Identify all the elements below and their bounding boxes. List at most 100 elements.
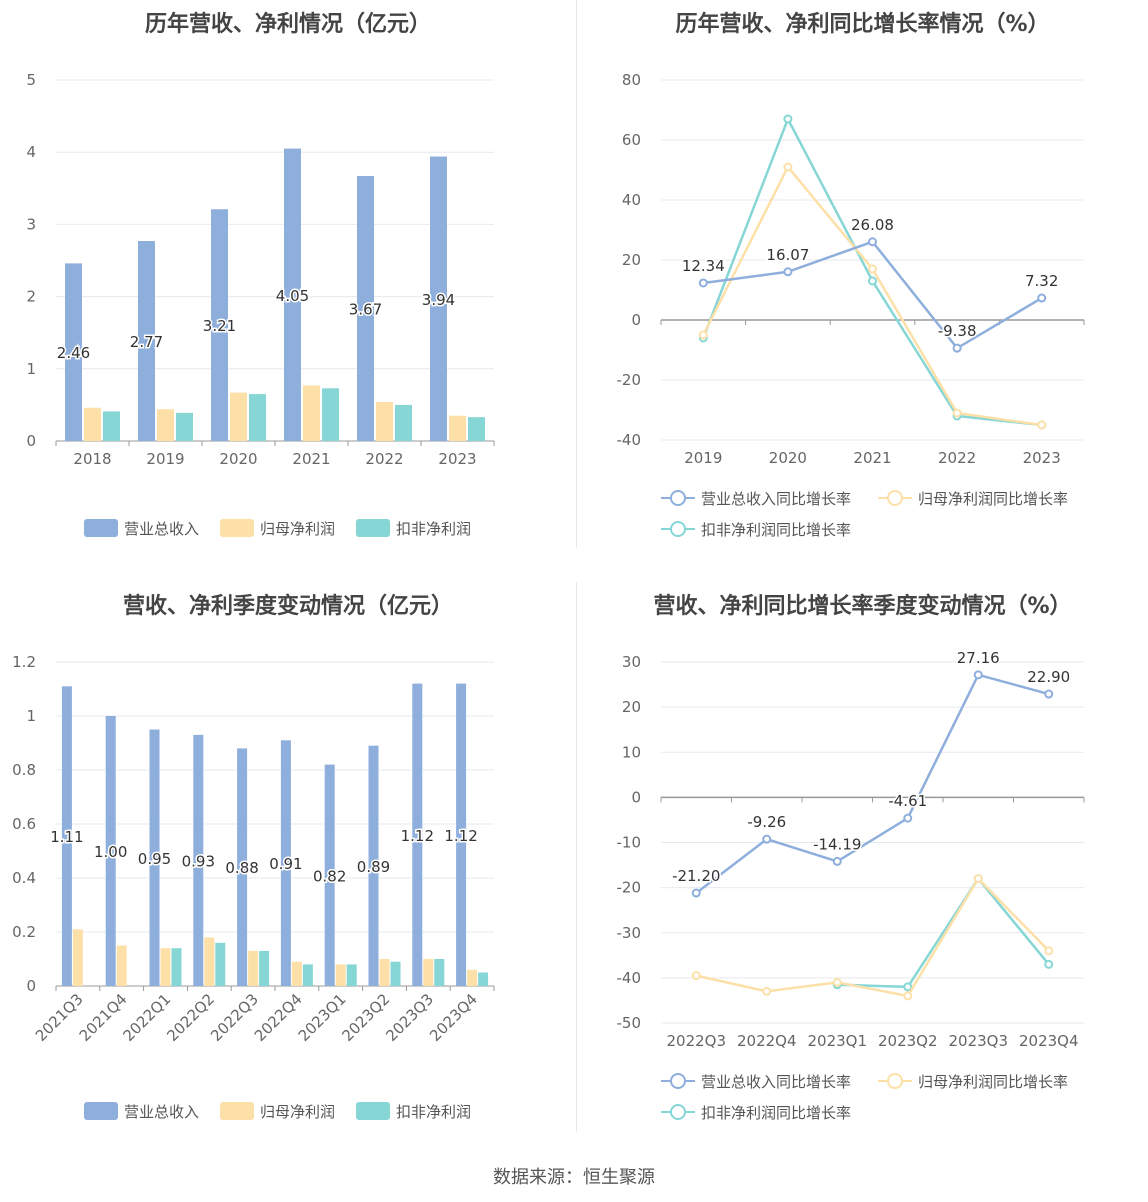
y-tick-label: -30 <box>617 924 642 942</box>
quarterly-growth-panel: 营收、净利同比增长率季度变动情况（%） -50 -40 -30 -20 -10 0 10 20… <box>577 578 1148 1148</box>
legend-label: 扣非净利润 <box>396 520 471 538</box>
data-label: 12.34 <box>682 257 725 275</box>
chart-title: 历年营收、净利同比增长率情况（%） <box>675 12 1050 37</box>
data-point <box>903 982 913 992</box>
data-label: 3.67 <box>349 301 382 319</box>
x-tick-label: 2023Q4 <box>1019 1032 1079 1050</box>
y-tick-label: 5 <box>26 71 36 89</box>
y-tick-label: 1 <box>26 707 36 725</box>
data-point <box>1044 689 1054 699</box>
data-point <box>698 330 708 340</box>
bar <box>249 394 266 441</box>
data-label: 22.90 <box>1027 668 1070 686</box>
annual-growth-panel: 历年营收、净利同比增长率情况（%） -40 -20 0 20 40 60 80 2019 202… <box>577 0 1148 560</box>
y-tick-label: 1 <box>26 360 36 378</box>
legend-swatch <box>356 519 390 537</box>
bar <box>215 942 226 986</box>
data-label: -9.38 <box>938 322 977 340</box>
data-point <box>1037 420 1047 430</box>
bar <box>303 385 320 441</box>
divider-top <box>576 0 577 548</box>
bar <box>116 945 127 986</box>
bar <box>376 402 393 441</box>
y-tick-label: -10 <box>617 834 642 852</box>
y-tick-label: 4 <box>26 143 36 161</box>
x-tick-label: 2023 <box>1023 449 1061 467</box>
data-label: -14.19 <box>813 835 861 853</box>
annual-growth-line-chart: -40 -20 0 20 40 60 80 2019 2020 2021 2022 2023 12.34… <box>617 71 1085 539</box>
series-line <box>695 876 1050 998</box>
legend-swatch <box>220 519 254 537</box>
data-point <box>952 408 962 418</box>
data-point <box>691 888 701 898</box>
legend-label: 归母净利润同比增长率 <box>918 1073 1068 1091</box>
x-tick-label: 2019 <box>684 449 722 467</box>
data-point <box>783 162 793 172</box>
bar <box>379 959 390 986</box>
bar <box>357 176 374 441</box>
chart-title: 营收、净利季度变动情况（亿元） <box>122 594 453 619</box>
quarterly-bar-chart: 0 0.2 0.4 0.6 0.8 1 1.2 2021Q3 1.11 2021Q4 1.00 202… <box>12 653 495 1121</box>
chart-title: 营收、净利同比增长率季度变动情况（%） <box>653 594 1072 619</box>
x-tick-label: 2021Q3 <box>32 990 87 1045</box>
data-point <box>868 264 877 274</box>
data-point <box>762 986 772 996</box>
legend-swatch <box>220 1102 254 1120</box>
legend-label: 营业总收入 <box>124 1103 199 1121</box>
bar <box>259 950 270 986</box>
bar <box>157 409 174 441</box>
x-tick-label: 2023Q4 <box>426 990 481 1045</box>
legend-swatch <box>356 1102 390 1120</box>
bar <box>291 961 302 986</box>
data-point <box>903 813 913 823</box>
x-tick-label: 2021 <box>853 449 891 467</box>
x-tick-label: 2022 <box>938 449 976 467</box>
y-tick-label: 20 <box>622 698 641 716</box>
data-label: 7.32 <box>1025 272 1058 290</box>
x-tick-label: 2019 <box>146 450 184 468</box>
data-label: 16.07 <box>766 246 809 264</box>
divider-bottom <box>576 582 577 1132</box>
legend-label: 营业总收入 <box>124 520 199 538</box>
bar <box>456 683 467 986</box>
bar <box>468 417 485 441</box>
y-tick-label: 10 <box>622 743 641 761</box>
data-point <box>952 343 962 353</box>
bar <box>390 961 401 986</box>
y-tick-label: 0 <box>26 977 36 995</box>
legend-marker <box>670 1073 686 1089</box>
data-label: 1.12 <box>444 827 477 845</box>
bar <box>237 748 248 986</box>
bar <box>335 964 346 986</box>
data-point <box>903 991 913 1001</box>
data-point <box>868 237 877 247</box>
y-tick-label: -20 <box>617 371 642 389</box>
data-source: 数据来源：恒生聚源 <box>493 1167 655 1188</box>
x-tick-label: 2023 <box>438 450 476 468</box>
x-tick-label: 2022 <box>365 450 403 468</box>
series-line <box>695 673 1050 895</box>
bar <box>230 392 247 441</box>
bar <box>149 729 160 986</box>
x-tick-label: 2020 <box>219 450 257 468</box>
legend-label: 归母净利润 <box>260 1103 335 1121</box>
x-tick-label: 2022Q3 <box>666 1032 726 1050</box>
y-tick-label: 0 <box>631 788 641 806</box>
bar <box>138 241 155 441</box>
bar <box>322 388 339 441</box>
data-point <box>1037 293 1047 303</box>
bar <box>430 156 447 442</box>
y-tick-label: 20 <box>622 251 641 269</box>
legend-swatch <box>84 519 118 537</box>
y-tick-label: 1.2 <box>12 653 36 671</box>
data-label: 0.95 <box>138 850 171 868</box>
bar <box>284 148 301 441</box>
bar <box>449 415 466 441</box>
data-label: -21.20 <box>672 867 720 885</box>
bar <box>105 716 116 986</box>
bar <box>302 964 313 986</box>
y-tick-label: -50 <box>617 1014 642 1032</box>
x-tick-label: 2022Q4 <box>737 1032 797 1050</box>
bar <box>61 686 72 986</box>
data-point <box>1044 959 1054 969</box>
